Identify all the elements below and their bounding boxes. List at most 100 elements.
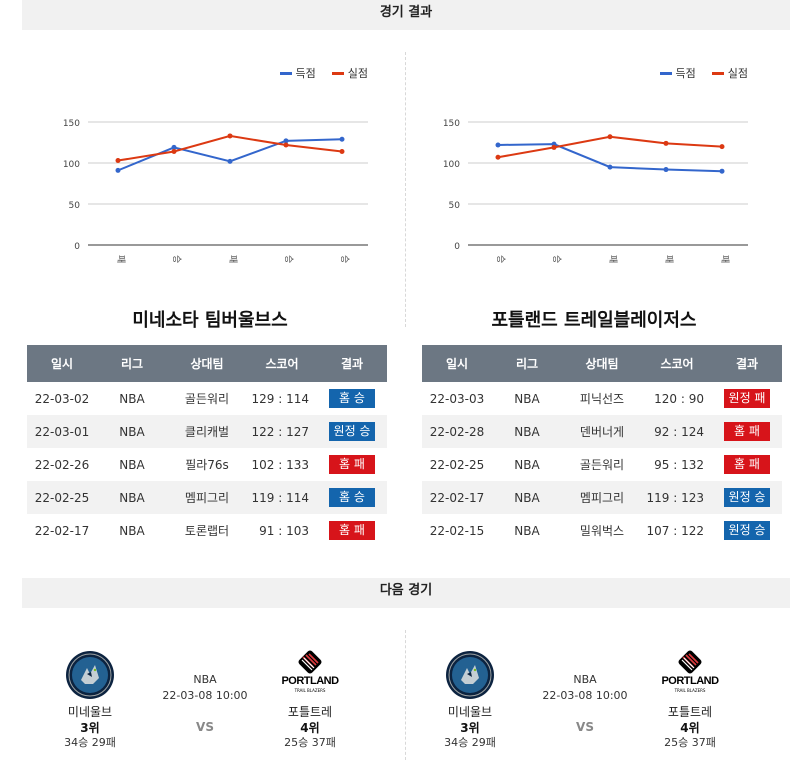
cell-score: 119 : 123 bbox=[642, 481, 712, 514]
point-conceded bbox=[663, 140, 669, 146]
x-tick-label: 패 bbox=[607, 255, 618, 263]
cell-date: 22-02-25 bbox=[27, 481, 97, 514]
y-tick-label: 0 bbox=[74, 242, 80, 252]
cell-opponent: 필라76s bbox=[185, 458, 229, 472]
point-conceded bbox=[551, 144, 557, 150]
y-tick-label: 150 bbox=[443, 119, 460, 129]
table-row[interactable]: 22-02-17 NBA 멤피그리 119 : 123 원정 승 bbox=[422, 481, 782, 514]
point-conceded bbox=[495, 154, 501, 160]
cell-result: 원정 패 bbox=[712, 382, 782, 415]
cell-score: 129 : 114 bbox=[251, 391, 309, 406]
cell-opponent: 피닉선즈 bbox=[579, 392, 625, 406]
cell-date: 22-03-01 bbox=[27, 415, 97, 448]
timberwolves-logo-icon[interactable] bbox=[65, 650, 115, 700]
trail-blazers-logo-icon[interactable]: PORTLAND TRAIL BLAZERS bbox=[280, 650, 340, 700]
chart-portland: 득점 실점 0 50 100 150 승 승 패 패 패 bbox=[410, 55, 770, 265]
point-conceded bbox=[719, 144, 725, 150]
x-tick-label: 패 bbox=[115, 255, 126, 263]
table-row[interactable]: 22-03-03 NBA 피닉선즈 120 : 90 원정 패 bbox=[422, 382, 782, 415]
col-score: 스코어 bbox=[642, 345, 712, 382]
cell-score: 119 : 114 bbox=[247, 481, 317, 514]
home-team-record: 34승 29패 bbox=[64, 736, 116, 749]
cell-score: 91 : 103 bbox=[259, 523, 309, 538]
away-team-record: 25승 37패 bbox=[664, 736, 716, 749]
legend-label-conceded: 실점 bbox=[347, 67, 368, 80]
table-row[interactable]: 22-02-15 NBA 밀워벅스 107 : 122 원정 승 bbox=[422, 514, 782, 547]
series-line-conceded bbox=[497, 135, 723, 159]
x-tick-label: 패 bbox=[227, 255, 238, 263]
point-scored bbox=[663, 167, 669, 173]
table-row[interactable]: 22-02-25 NBA 골든워리 95 : 132 홈 패 bbox=[422, 448, 782, 481]
point-conceded bbox=[115, 158, 121, 164]
x-tick-label: 승 bbox=[551, 255, 562, 263]
col-result: 결과 bbox=[317, 345, 387, 382]
point-scored bbox=[719, 168, 725, 174]
legend-item-conceded[interactable]: 실점 bbox=[331, 65, 368, 81]
cell-date: 22-03-02 bbox=[34, 391, 90, 406]
away-team-name[interactable]: 포틀트레 bbox=[287, 705, 333, 719]
legend-label-conceded: 실점 bbox=[727, 67, 748, 80]
cell-result: 홈 승 bbox=[317, 382, 387, 415]
table-row[interactable]: 22-02-28 NBA 덴버너게 92 : 124 홈 패 bbox=[422, 415, 782, 448]
result-badge: 홈 패 bbox=[724, 455, 770, 474]
col-league: 리그 bbox=[492, 345, 562, 382]
cell-league: NBA bbox=[119, 457, 145, 472]
x-tick-label: 패 bbox=[719, 255, 730, 263]
away-team-record: 25승 37패 bbox=[284, 736, 336, 749]
legend-swatch-conceded bbox=[331, 71, 344, 75]
table-header-row: 일시 리그 상대팀 스코어 결과 bbox=[27, 345, 387, 382]
cell-opponent: 멤피그리 bbox=[562, 481, 642, 514]
cell-league: NBA bbox=[119, 523, 145, 538]
result-badge: 홈 패 bbox=[329, 521, 375, 540]
cell-result: 홈 패 bbox=[317, 448, 387, 481]
point-conceded bbox=[283, 142, 289, 148]
table-row[interactable]: 22-03-01 NBA 클리캐벌 122 : 127 원정 승 bbox=[27, 415, 387, 448]
legend-swatch-scored bbox=[659, 71, 672, 75]
home-team-name[interactable]: 미네울브 bbox=[447, 705, 493, 719]
results-header-label: 경기 결과 bbox=[379, 5, 433, 20]
table-row[interactable]: 22-03-02 NBA 골든워리 129 : 114 홈 승 bbox=[27, 382, 387, 415]
col-opponent: 상대팀 bbox=[167, 345, 247, 382]
match-datetime: 22-03-08 10:00 bbox=[542, 689, 628, 702]
legend-item-scored[interactable]: 득점 bbox=[279, 65, 316, 81]
result-badge: 원정 승 bbox=[724, 521, 770, 540]
point-scored bbox=[495, 142, 501, 148]
legend-item-scored[interactable]: 득점 bbox=[659, 65, 696, 81]
blazers-logo-wordmark: PORTLAND bbox=[661, 675, 719, 687]
cell-opponent: 골든워리 bbox=[184, 392, 230, 406]
col-date: 일시 bbox=[27, 345, 97, 382]
col-result: 결과 bbox=[712, 345, 782, 382]
trail-blazers-logo-icon[interactable]: PORTLAND TRAIL BLAZERS bbox=[660, 650, 720, 700]
next-match-card[interactable]: 미네울브 3위 34승 29패 NBA 22-03-08 10:00 VS PO… bbox=[50, 645, 370, 755]
away-team-rank: 4위 bbox=[680, 721, 700, 735]
cell-league: NBA bbox=[492, 481, 562, 514]
timberwolves-logo-icon[interactable] bbox=[445, 650, 495, 700]
team-title-portland: 포틀랜드 트레일블레이저스 bbox=[491, 310, 697, 331]
legend-item-conceded[interactable]: 실점 bbox=[711, 65, 748, 81]
home-team-rank: 3위 bbox=[80, 721, 100, 735]
point-scored bbox=[339, 136, 345, 142]
point-scored bbox=[607, 164, 613, 170]
next-match-card[interactable]: 미네울브 3위 34승 29패 NBA 22-03-08 10:00 VS PO… bbox=[430, 645, 750, 755]
cell-opponent: 밀워벅스 bbox=[579, 524, 625, 538]
column-divider bbox=[405, 52, 406, 327]
cell-result: 홈 패 bbox=[712, 448, 782, 481]
table-row[interactable]: 22-02-26 NBA 필라76s 102 : 133 홈 패 bbox=[27, 448, 387, 481]
table-row[interactable]: 22-02-25 NBA 멤피그리 119 : 114 홈 승 bbox=[27, 481, 387, 514]
result-badge: 원정 패 bbox=[724, 389, 770, 408]
chart-svg-portland: 0 50 100 150 승 승 패 패 패 bbox=[443, 119, 748, 263]
home-team-record: 34승 29패 bbox=[444, 736, 496, 749]
cell-league: NBA bbox=[119, 391, 145, 406]
point-conceded bbox=[227, 133, 233, 139]
y-tick-label: 0 bbox=[454, 242, 460, 252]
cell-league: NBA bbox=[514, 391, 540, 406]
table-row[interactable]: 22-02-17 NBA 토론랩터 91 : 103 홈 패 bbox=[27, 514, 387, 547]
cell-opponent: 토론랩터 bbox=[184, 524, 230, 538]
cell-date: 22-02-26 bbox=[34, 457, 90, 472]
cell-result: 원정 승 bbox=[712, 481, 782, 514]
x-tick-label: 승 bbox=[495, 255, 506, 263]
home-team-name[interactable]: 미네울브 bbox=[67, 705, 113, 719]
chart-legend: 득점 실점 bbox=[659, 65, 748, 81]
chart-svg-minnesota: 0 50 100 150 패 승 패 승 승 bbox=[63, 119, 368, 263]
away-team-name[interactable]: 포틀트레 bbox=[667, 705, 713, 719]
